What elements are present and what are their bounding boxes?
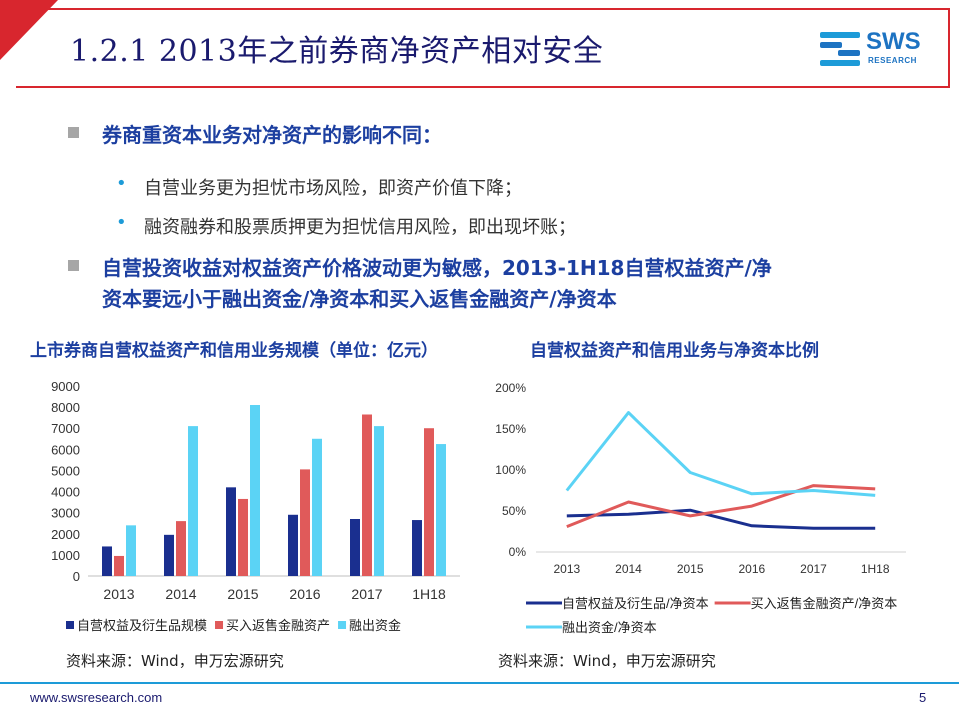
bullet-2-line-2: 资本要远小于融出资金/净资本和买入返售金融资产/净资本 [102,287,617,311]
x-tick-label: 1H18 [412,586,446,602]
bar [188,426,198,576]
legend-label: 融出资金 [349,618,401,633]
sub-bullet-2: 融资融券和股票质押更为担忧信用风险，即出现坏账； [144,217,576,238]
series-line [566,484,876,528]
bar [250,405,260,576]
x-tick-label: 2015 [677,562,704,576]
x-tick-label: 2016 [738,562,765,576]
legend-label: 买入返售金融资产 [226,618,330,633]
y-tick-label: 7000 [51,421,80,436]
y-tick-label: 50% [502,504,526,518]
bar [126,525,136,576]
bar [102,546,112,576]
line-chart: 0% 50% 100% 150% 200% 2013 2014 2015 2016 2017 1H1… [495,381,906,635]
footer-url: www.swsresearch.com [30,690,163,705]
bar [412,520,422,576]
footer-divider [0,682,959,684]
y-tick-label: 9000 [51,379,80,394]
bar [424,428,434,576]
sws-logo: SWS RESEARCH [818,26,942,72]
x-tick-label: 2016 [289,586,320,602]
x-tick-label: 2014 [615,562,642,576]
bar [176,521,186,576]
y-tick-label: 8000 [51,400,80,415]
bar [238,498,248,576]
legend-label: 自营权益及衍生品规模 [77,618,207,633]
bar [436,444,446,576]
bullet-square-icon [68,127,79,138]
x-tick-label: 1H18 [861,562,890,576]
x-tick-label: 2017 [351,586,382,602]
y-tick-label: 3000 [51,506,80,521]
y-tick-label: 5000 [51,463,80,478]
x-tick-label: 2014 [165,586,196,602]
sub-bullet-1: 自营业务更为担忧市场风险，即资产价值下降； [144,178,522,199]
legend-swatch [66,621,74,629]
right-chart-title: 自营权益资产和信用业务与净资本比例 [530,341,819,361]
bar [362,414,372,576]
x-tick-label: 2015 [227,586,258,602]
x-tick-label: 2017 [800,562,827,576]
y-tick-label: 2000 [51,527,80,542]
legend-label: 自营权益及衍生品/净资本 [562,596,709,611]
x-tick-label: 2013 [553,562,580,576]
y-tick-label: 200% [495,381,526,395]
legend-swatch [215,621,224,629]
legend-label: 融出资金/净资本 [562,620,657,635]
header-frame [16,8,950,88]
bar [288,514,298,576]
bullet-dot-icon: • [116,212,127,233]
y-tick-label: 150% [495,422,526,436]
bar [374,426,384,576]
bar [164,534,174,576]
right-chart-source: 资料来源：Wind，申万宏源研究 [498,652,716,670]
y-tick-label: 6000 [51,442,80,457]
bullet-dot-icon: • [116,173,127,194]
bullet-1: 券商重资本业务对净资产的影响不同： [102,123,442,147]
logo-subtext: RESEARCH [868,56,917,65]
y-tick-label: 1000 [51,548,80,563]
legend-label: 买入返售金融资产/净资本 [751,596,898,611]
slide-title: 1.2.1 2013年之前券商净资产相对安全 [70,34,604,69]
left-chart-title: 上市券商自营权益资产和信用业务规模（单位：亿元） [30,341,438,361]
series-line [565,411,876,497]
legend-swatch [338,621,347,629]
y-tick-label: 0% [509,545,527,559]
y-tick-label: 4000 [51,485,80,500]
sws-logo-icon [820,32,860,66]
bar [300,469,310,576]
bar [226,487,236,576]
y-tick-label: 0 [73,569,80,584]
logo-text: SWS [866,28,921,55]
series-line [566,508,876,530]
y-tick-label: 100% [495,463,526,477]
slide-header: 1.2.1 2013年之前券商净资产相对安全 SWS RESEARCH [0,0,959,96]
left-chart-source: 资料来源：Wind，申万宏源研究 [66,652,284,670]
bar-chart: 0 1000 2000 3000 4000 5000 6000 7000 8000 9000 201… [51,379,460,633]
x-tick-label: 2013 [103,586,134,602]
bar [350,519,360,576]
bar [312,438,322,576]
bar [114,555,124,576]
page-number: 5 [919,690,927,705]
header-red-accent [0,0,58,60]
bullet-2-line-1: 自营投资收益对权益资产价格波动更为敏感，2013-1H18自营权益资产/净 [102,256,772,280]
bullet-square-icon [68,260,79,271]
